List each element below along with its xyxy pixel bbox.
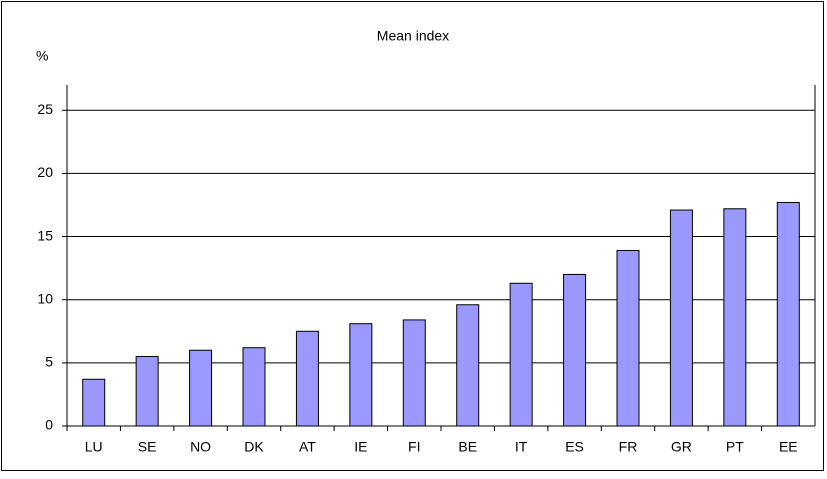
y-axis-label: % (36, 48, 48, 64)
x-tick-label: GR (671, 439, 692, 455)
y-tick-label: 20 (37, 164, 53, 180)
y-tick-label: 10 (37, 290, 53, 306)
bar (723, 208, 747, 427)
y-tick-label: 5 (45, 354, 53, 370)
y-tick-label: 15 (37, 227, 53, 243)
x-tick-label: FR (619, 439, 638, 455)
x-tick-label: NO (190, 439, 211, 455)
x-tick-label: SE (138, 439, 157, 455)
x-tick-label: LU (85, 439, 103, 455)
bar (135, 356, 159, 427)
bar (509, 282, 533, 427)
x-tick-label: PT (726, 439, 744, 455)
y-tick-label: 0 (45, 417, 53, 433)
x-tick-label: AT (299, 439, 316, 455)
x-tick-label: BE (458, 439, 477, 455)
bar (82, 378, 106, 427)
x-tick-label: FI (408, 439, 420, 455)
chart-title: Mean index (377, 28, 449, 44)
y-tick-label: 25 (37, 101, 53, 117)
bar (563, 273, 587, 427)
bar (616, 249, 640, 427)
x-tick-label: EE (779, 439, 798, 455)
bar (242, 347, 266, 427)
bar (669, 209, 693, 427)
bar (456, 304, 480, 427)
x-tick-label: DK (244, 439, 264, 455)
bar (402, 319, 426, 427)
x-tick-label: ES (565, 439, 584, 455)
bar (295, 330, 319, 427)
bar (776, 201, 800, 427)
x-tick-label: IE (354, 439, 367, 455)
x-tick-label: IT (515, 439, 528, 455)
bar (349, 323, 373, 427)
bar (189, 349, 213, 427)
